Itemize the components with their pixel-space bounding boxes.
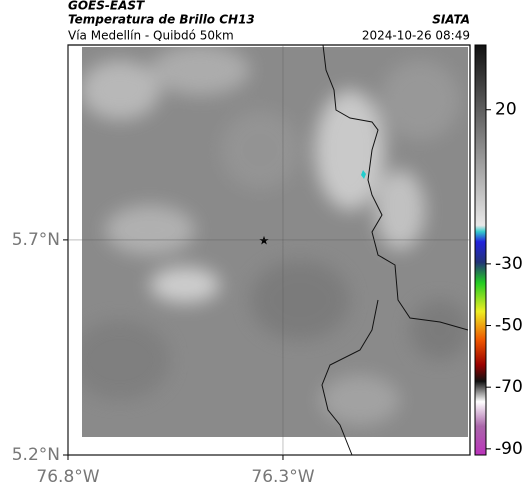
lat-tick-label: 5.7°N (12, 230, 60, 250)
brightness-image (82, 47, 468, 437)
datetime: 2024-10-26 08:49 (362, 29, 470, 43)
colorbar-tick-label: -70 (495, 377, 523, 397)
lat-tick-label: 5.2°N (12, 445, 60, 465)
colorbar-tick-label: 20 (495, 100, 517, 120)
cold-spot (361, 170, 366, 179)
source: SIATA (432, 13, 470, 27)
satellite: GOES-EAST (68, 0, 145, 13)
lon-tick-label: 76.3°W (251, 467, 314, 487)
border (321, 299, 379, 456)
colorbar-tick-label: -30 (495, 254, 523, 274)
city-marker: ★ (259, 234, 270, 248)
product: Temperatura de Brillo CH13 (68, 13, 255, 27)
border (322, 44, 469, 331)
colorbar-tick-label: -50 (495, 316, 523, 336)
colorbar (474, 44, 487, 456)
region: Vía Medellín - Quibdó 50km (68, 29, 234, 43)
colorbar-tick-label: -90 (495, 439, 523, 459)
lon-tick-label: 76.8°W (36, 467, 99, 487)
